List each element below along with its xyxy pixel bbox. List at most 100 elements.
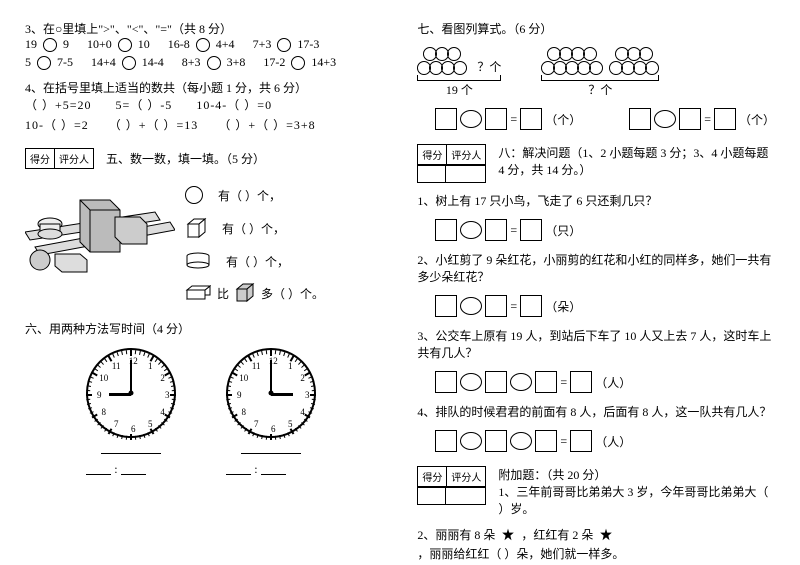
equals: = bbox=[560, 434, 567, 449]
input-box[interactable] bbox=[485, 108, 507, 130]
input-box[interactable] bbox=[520, 295, 542, 317]
compare-circle[interactable] bbox=[118, 38, 132, 52]
input-box[interactable] bbox=[570, 430, 592, 452]
grader-label: 评分人 bbox=[447, 467, 485, 486]
score-label: 得分 bbox=[26, 149, 55, 168]
input-box[interactable] bbox=[535, 371, 557, 393]
min-blank[interactable] bbox=[121, 465, 146, 475]
input-box[interactable] bbox=[485, 295, 507, 317]
input-box[interactable] bbox=[435, 371, 457, 393]
time-blank[interactable] bbox=[241, 453, 301, 454]
input-box[interactable] bbox=[679, 108, 701, 130]
q5-body: 有（ ）个， 有（ ）个， 有（ ）个， 比 多（ ）个。 bbox=[25, 182, 377, 306]
hour-blank[interactable] bbox=[86, 465, 111, 475]
op-oval[interactable] bbox=[460, 373, 482, 391]
unit: （个） bbox=[545, 111, 581, 128]
q8-p3: 3、公交车上原有 19 人，到站后下车了 10 人又上去 7 人，这时车上共有几… bbox=[417, 327, 775, 361]
compare-circle[interactable] bbox=[291, 56, 305, 70]
compare-circle[interactable] bbox=[277, 38, 291, 52]
op-oval[interactable] bbox=[510, 432, 532, 450]
expr: 7+3 bbox=[253, 37, 272, 52]
q5-header: 得分 评分人 五、数一数，填一填。（5 分） bbox=[25, 148, 377, 169]
cube-icon bbox=[185, 217, 207, 239]
input-box[interactable] bbox=[570, 371, 592, 393]
equals: = bbox=[510, 223, 517, 238]
unit: （朵） bbox=[545, 298, 581, 315]
expr: 16-8 bbox=[168, 37, 190, 52]
hour-blank[interactable] bbox=[226, 465, 251, 475]
grader-label: 评分人 bbox=[447, 145, 485, 164]
q8-p1: 1、树上有 17 只小鸟，飞走了 6 只还剩几只？ bbox=[417, 192, 775, 209]
min-blank[interactable] bbox=[261, 465, 286, 475]
equals: = bbox=[560, 375, 567, 390]
expr: 17-2 bbox=[263, 55, 285, 70]
q8-header: 得分评分人 八：解决问题（1、2 小题每题 3 分；3、4 小题每题 4 分，共… bbox=[417, 144, 775, 183]
input-box[interactable] bbox=[435, 295, 457, 317]
input-box[interactable] bbox=[485, 371, 507, 393]
op-oval[interactable] bbox=[510, 373, 532, 391]
compare-circle[interactable] bbox=[43, 38, 57, 52]
equals: = bbox=[704, 112, 711, 127]
q4: 4、在括号里填上适当的数共（每小题 1 分，共 6 分） （ ）+5=20 5=… bbox=[25, 79, 377, 136]
op-oval[interactable] bbox=[654, 110, 676, 128]
expr: 14-4 bbox=[142, 55, 164, 70]
count-label: 19 个 bbox=[417, 81, 501, 98]
text: ，红红有 2 朵 bbox=[521, 526, 593, 543]
expr: 10+0 bbox=[87, 37, 112, 52]
q4-title: 4、在括号里填上适当的数共（每小题 1 分，共 6 分） bbox=[25, 79, 377, 96]
expr: （ ）+（ ）=3+8 bbox=[218, 116, 315, 133]
score-label: 得分 bbox=[418, 145, 447, 164]
compare-circle[interactable] bbox=[196, 38, 210, 52]
text: ，丽丽给红红（ ）朵，她们就一样多。 bbox=[417, 545, 624, 562]
q3-row1: 199 10+010 16-84+4 7+317-3 bbox=[25, 37, 377, 52]
unit: （人） bbox=[595, 374, 631, 391]
op-oval[interactable] bbox=[460, 432, 482, 450]
star-icon bbox=[599, 528, 613, 542]
compare-circle[interactable] bbox=[37, 56, 51, 70]
input-box[interactable] bbox=[435, 219, 457, 241]
q7-equations: =（个） =（个） bbox=[417, 104, 775, 134]
equals: = bbox=[510, 112, 517, 127]
input-box[interactable] bbox=[629, 108, 651, 130]
op-oval[interactable] bbox=[460, 110, 482, 128]
equation: =（只） bbox=[435, 219, 775, 241]
q-mark: ？个 bbox=[477, 58, 501, 75]
compare-circle[interactable] bbox=[122, 56, 136, 70]
input-box[interactable] bbox=[535, 430, 557, 452]
expr: 5=（ ）-5 bbox=[116, 96, 173, 113]
left-column: 3、在○里填上">"、"<"、"="（共 8 分） 199 10+010 16-… bbox=[25, 20, 377, 545]
q6-title: 六、用两种方法写时间（4 分） bbox=[25, 320, 377, 337]
input-box[interactable] bbox=[520, 108, 542, 130]
input-box[interactable] bbox=[485, 219, 507, 241]
input-box[interactable] bbox=[435, 430, 457, 452]
input-box[interactable] bbox=[714, 108, 736, 130]
q7-fig1: ？个 19 个 bbox=[417, 47, 501, 98]
q-mark: ？个 bbox=[541, 81, 659, 98]
expr: 14+3 bbox=[311, 55, 336, 70]
q7-fig2: ？个 bbox=[541, 47, 659, 98]
op-oval[interactable] bbox=[460, 221, 482, 239]
star-icon bbox=[501, 528, 515, 542]
input-box[interactable] bbox=[520, 219, 542, 241]
expr: （ ）+（ ）=13 bbox=[109, 116, 199, 133]
time-blank[interactable] bbox=[101, 453, 161, 454]
q4-row1: （ ）+5=20 5=（ ）-5 10-4-（ ）=0 bbox=[25, 96, 377, 113]
q8-p2: 2、小红剪了 9 朵红花，小丽剪的红花和小红的同样多，她们一共有多少朵红花？ bbox=[417, 251, 775, 285]
unit: （人） bbox=[595, 433, 631, 450]
equation: =（个） bbox=[629, 108, 775, 130]
expr: 14+4 bbox=[91, 55, 116, 70]
shapes-scene bbox=[25, 182, 175, 302]
expr: 5 bbox=[25, 55, 31, 70]
cube-icon-2 bbox=[235, 283, 255, 303]
op-oval[interactable] bbox=[460, 297, 482, 315]
expr: （ ）+5=20 bbox=[25, 96, 92, 113]
q6-body: 121234567891011 : 121234567891011 : bbox=[25, 343, 377, 477]
extra-p1: 1、三年前哥哥比弟弟大 3 岁，今年哥哥比弟弟大（ ）岁。 bbox=[498, 483, 775, 517]
input-box[interactable] bbox=[435, 108, 457, 130]
equals: = bbox=[510, 299, 517, 314]
text: 2、丽丽有 8 朵 bbox=[417, 526, 495, 543]
input-box[interactable] bbox=[485, 430, 507, 452]
compare-circle[interactable] bbox=[207, 56, 221, 70]
expr: 7-5 bbox=[57, 55, 73, 70]
equation: = （人） bbox=[435, 371, 775, 393]
